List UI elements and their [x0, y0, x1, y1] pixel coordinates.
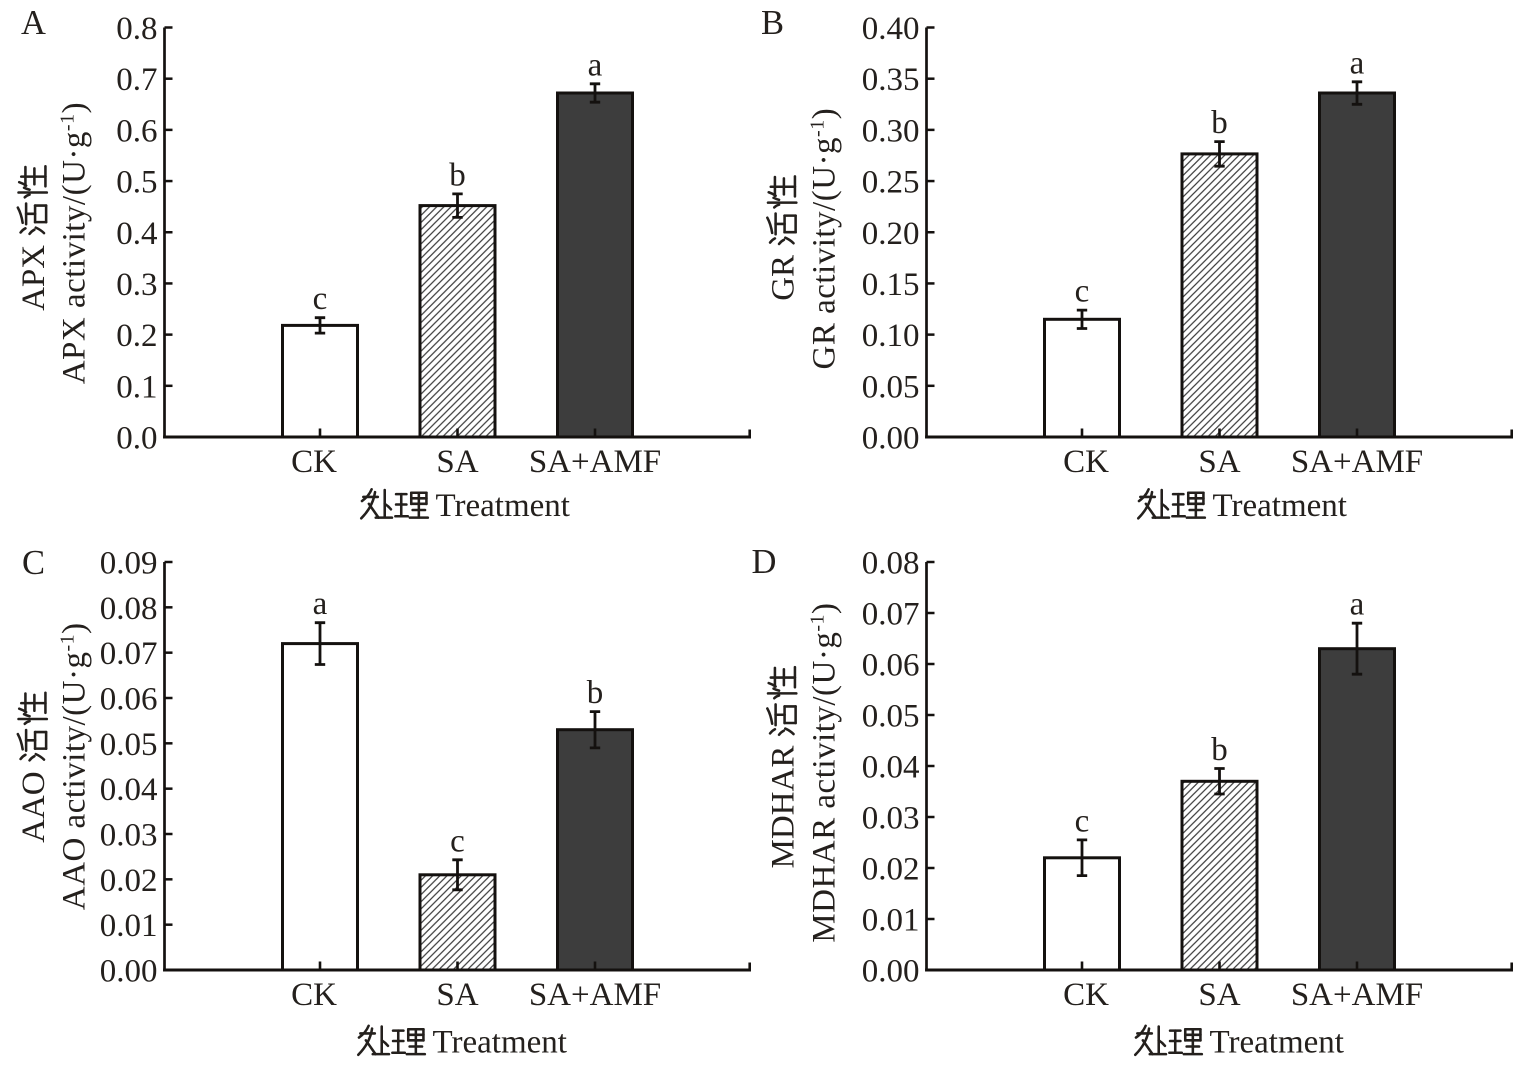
svg-text:0.04: 0.04: [862, 750, 920, 786]
svg-text:0.09: 0.09: [100, 546, 158, 582]
svg-text:c: c: [1075, 274, 1090, 310]
svg-text:0.20: 0.20: [862, 216, 920, 252]
svg-text:AAO activity/(U·g-1): AAO activity/(U·g-1): [57, 622, 93, 910]
svg-text:0.25: 0.25: [862, 165, 920, 201]
svg-text:0.00: 0.00: [862, 954, 920, 990]
svg-text:a: a: [313, 586, 328, 622]
svg-text:0.06: 0.06: [862, 648, 920, 684]
svg-text:CK: CK: [291, 444, 337, 480]
svg-text:D: D: [752, 543, 777, 581]
svg-text:GR: GR: [766, 247, 802, 301]
svg-text:c: c: [450, 823, 465, 859]
svg-text:CK: CK: [1063, 977, 1109, 1013]
svg-text:MDHAR activity/(U·g-1): MDHAR activity/(U·g-1): [807, 602, 843, 942]
svg-text:0.05: 0.05: [862, 699, 920, 735]
svg-text:CK: CK: [291, 977, 337, 1013]
svg-text:a: a: [1350, 45, 1365, 81]
svg-text:0.08: 0.08: [100, 591, 158, 627]
svg-text:0.1: 0.1: [116, 369, 157, 405]
svg-text:a: a: [1350, 587, 1365, 623]
svg-text:a: a: [588, 47, 603, 83]
svg-text:0.8: 0.8: [116, 11, 157, 47]
svg-text:0.30: 0.30: [862, 113, 920, 149]
svg-text:b: b: [449, 157, 466, 193]
svg-text:SA: SA: [1198, 977, 1240, 1013]
svg-text:0.01: 0.01: [862, 903, 920, 939]
svg-text:0.0: 0.0: [116, 421, 157, 457]
svg-text:c: c: [1075, 803, 1090, 839]
svg-text:A: A: [21, 4, 46, 42]
svg-text:0.15: 0.15: [862, 267, 920, 303]
svg-text:SA+AMF: SA+AMF: [1291, 444, 1423, 480]
svg-text:APX: APX: [16, 237, 52, 311]
svg-text:0.06: 0.06: [100, 682, 158, 718]
svg-text:0.04: 0.04: [100, 772, 158, 808]
svg-text:b: b: [587, 675, 604, 711]
svg-text:0.05: 0.05: [100, 727, 158, 763]
svg-text:SA+AMF: SA+AMF: [529, 444, 661, 480]
svg-text:MDHAR: MDHAR: [766, 737, 802, 868]
svg-text:B: B: [761, 4, 784, 42]
svg-text:0.03: 0.03: [862, 801, 920, 837]
svg-text:0.35: 0.35: [862, 62, 920, 98]
svg-text:c: c: [313, 281, 328, 317]
svg-text:0.4: 0.4: [116, 216, 157, 252]
svg-text:0.00: 0.00: [100, 954, 158, 990]
svg-text:0.40: 0.40: [862, 11, 920, 47]
svg-text:b: b: [1211, 105, 1228, 141]
svg-text:Treatment: Treatment: [1213, 488, 1347, 524]
svg-text:b: b: [1211, 732, 1228, 768]
svg-text:Treatment: Treatment: [436, 488, 570, 524]
svg-text:0.07: 0.07: [862, 597, 920, 633]
svg-text:0.08: 0.08: [862, 546, 920, 582]
svg-text:0.3: 0.3: [116, 267, 157, 303]
svg-text:Treatment: Treatment: [433, 1025, 567, 1061]
svg-text:SA: SA: [436, 444, 478, 480]
svg-text:0.05: 0.05: [862, 369, 920, 405]
svg-text:0.01: 0.01: [100, 908, 158, 944]
svg-text:0.5: 0.5: [116, 165, 157, 201]
svg-text:0.2: 0.2: [116, 318, 157, 354]
svg-text:0.7: 0.7: [116, 62, 157, 98]
svg-text:SA: SA: [436, 977, 478, 1013]
svg-text:0.03: 0.03: [100, 818, 158, 854]
svg-text:SA: SA: [1198, 444, 1240, 480]
svg-text:APX activity/(U·g-1): APX activity/(U·g-1): [57, 102, 93, 384]
svg-text:0.00: 0.00: [862, 421, 920, 457]
svg-text:CK: CK: [1063, 444, 1109, 480]
svg-text:GR activity/(U·g-1): GR activity/(U·g-1): [807, 108, 843, 370]
svg-text:SA+AMF: SA+AMF: [1291, 977, 1423, 1013]
svg-text:AAO: AAO: [16, 763, 52, 843]
svg-text:0.02: 0.02: [100, 863, 158, 899]
svg-text:SA+AMF: SA+AMF: [529, 977, 661, 1013]
svg-text:0.6: 0.6: [116, 113, 157, 149]
svg-text:0.07: 0.07: [100, 636, 158, 672]
svg-text:C: C: [22, 544, 45, 582]
svg-text:Treatment: Treatment: [1210, 1025, 1344, 1061]
svg-text:0.02: 0.02: [862, 852, 920, 888]
svg-text:0.10: 0.10: [862, 318, 920, 354]
